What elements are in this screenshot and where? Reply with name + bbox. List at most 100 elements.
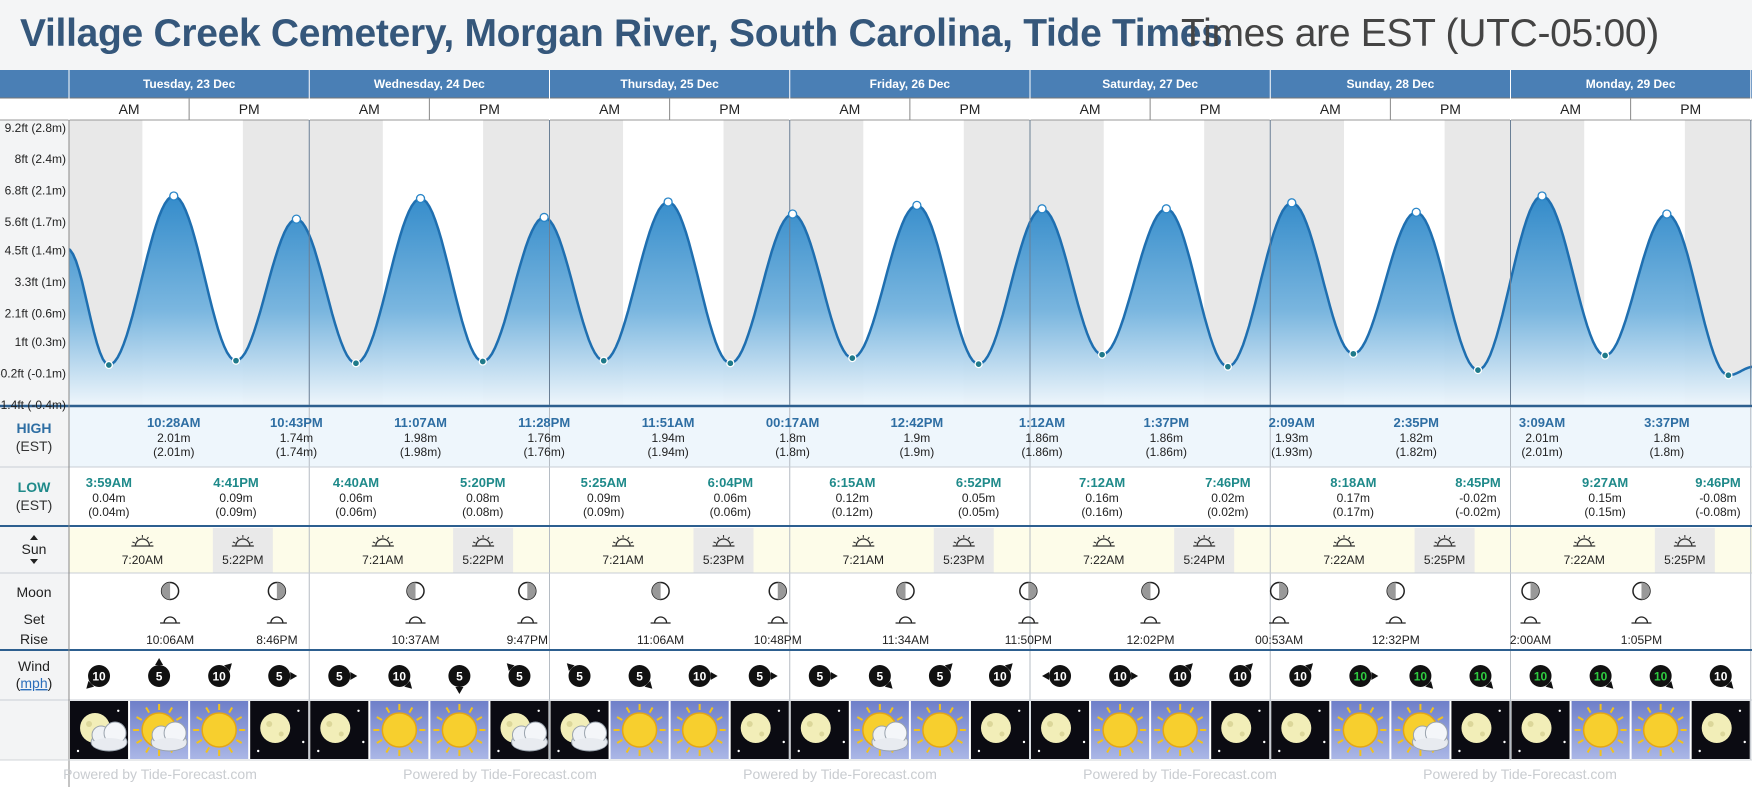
wind-arrowhead (290, 672, 298, 681)
wind-arrow-icon (644, 680, 653, 689)
sun-ray (685, 706, 691, 714)
star (1022, 740, 1026, 744)
moon-shadow (161, 582, 171, 600)
sun-ray (856, 536, 860, 540)
sun-ray (949, 746, 954, 754)
sun-ray (135, 536, 139, 540)
wind-badge (1589, 665, 1612, 687)
sunrise-time: 7:21AM (602, 553, 643, 567)
sun-ray (196, 716, 203, 721)
star (357, 709, 360, 712)
moon-arc (1389, 616, 1403, 624)
moon-shadow (1279, 582, 1288, 600)
wind-arrowhead (404, 680, 413, 689)
sun-ray (146, 536, 149, 540)
y-tick-label: 9.2ft (2.8m) (5, 121, 66, 135)
sun-icon (913, 704, 966, 756)
moon-icon (977, 709, 1026, 753)
sun-half (475, 538, 491, 547)
sun-ray (487, 536, 490, 540)
wind-arrow-icon (1131, 671, 1139, 680)
wind-badge (1229, 665, 1252, 687)
moon-crater (1467, 721, 1474, 727)
low-tide-height: 0.16m (1085, 491, 1118, 505)
wind-arrowhead (350, 671, 358, 680)
sun-ray (716, 739, 723, 744)
low-tide-point (1349, 349, 1358, 358)
sun-ray (1208, 536, 1211, 540)
wind-arrowhead (1545, 680, 1554, 689)
sun-ray (436, 716, 443, 721)
wind-badge (688, 665, 711, 687)
sun-ray (1451, 541, 1455, 544)
moon-crater (1527, 721, 1534, 727)
sun-ray (205, 706, 211, 714)
sun-icon (1334, 704, 1387, 756)
wind-arrowhead (1605, 680, 1614, 689)
wind-arrow-icon (710, 671, 718, 680)
sun-ray (1692, 541, 1696, 544)
low-tide-height: 0.06m (714, 491, 747, 505)
wind-arrowhead (1042, 672, 1050, 681)
low-tide-point (478, 357, 487, 366)
wind-arrowhead (770, 672, 778, 681)
high-tide-height-alt: (1.93m) (1271, 445, 1312, 459)
moon-phase-icon (768, 581, 787, 601)
moon-disc (1281, 713, 1312, 743)
low-tide-height-alt: (0.12m) (832, 505, 873, 519)
sun-down-arrow-icon (30, 559, 38, 564)
star (1318, 709, 1321, 712)
low-tide-height-alt: (0.08m) (462, 505, 503, 519)
wind-arrow-icon (86, 680, 95, 689)
moon-shadow (652, 582, 661, 600)
star (597, 709, 600, 712)
high-tide-height-alt: (1.82m) (1396, 445, 1437, 459)
am-label: AM (119, 101, 140, 117)
moon-shadow (276, 582, 286, 600)
y-tick-label: 8ft (2.4m) (15, 152, 66, 166)
sun-ray (916, 739, 924, 744)
wind-arrow-icon (884, 680, 893, 689)
powered-by-watermark: Powered by Tide-Forecast.com (743, 766, 937, 782)
high-tide-height: 1.98m (404, 431, 437, 445)
y-tick-label: 1ft (0.3m) (15, 335, 66, 349)
high-tide-time: 1:37PM (1144, 415, 1190, 430)
sunset-icon (472, 535, 495, 547)
star (837, 709, 841, 712)
sun-ray (676, 739, 683, 744)
sun-ray (1669, 706, 1675, 714)
high-tide-point (1287, 198, 1297, 208)
sun-ray (1197, 536, 1201, 540)
wind-badge (388, 665, 411, 687)
low-tide-height: 0.09m (587, 491, 620, 505)
sun-ray (445, 746, 451, 754)
wind-speed: 5 (576, 670, 583, 684)
moon-arc (163, 616, 177, 624)
moon-disc (800, 713, 831, 743)
wind-arrow-icon (1425, 680, 1434, 689)
wind-badge (88, 665, 111, 687)
wind-speed: 5 (937, 670, 944, 684)
moon-crater (1227, 721, 1234, 727)
star (1558, 709, 1561, 712)
sun-half (615, 538, 631, 547)
moon-phase-icon (1269, 581, 1289, 601)
wind-arrowhead (455, 687, 464, 694)
star (1078, 709, 1081, 712)
moon-crater (506, 721, 513, 727)
sun-ray (1337, 739, 1344, 744)
sun-ray (1106, 746, 1111, 754)
moon-shadow (897, 582, 906, 600)
wind-unit-link[interactable]: mph (20, 675, 47, 691)
star (297, 709, 300, 712)
y-axis-panel (0, 120, 69, 405)
sun-ray (730, 541, 734, 544)
sun-ray (1438, 536, 1441, 540)
star (1458, 749, 1461, 753)
low-tide-point (1473, 365, 1483, 375)
wind-speed: 10 (1294, 670, 1308, 684)
sun-ray (1674, 541, 1678, 544)
high-tide-point (663, 197, 673, 207)
sun-ray (386, 536, 390, 540)
am-label: AM (599, 101, 620, 117)
